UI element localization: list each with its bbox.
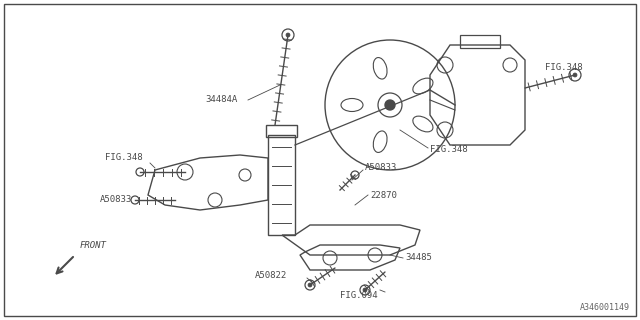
Text: A346001149: A346001149 [580,303,630,312]
Text: 34485: 34485 [405,253,432,262]
Text: FIG.348: FIG.348 [105,154,143,163]
Circle shape [385,100,395,110]
Circle shape [573,73,577,77]
Text: A50833: A50833 [365,164,397,172]
Text: FRONT: FRONT [80,241,107,250]
Text: A50822: A50822 [255,270,287,279]
Text: 34484A: 34484A [205,95,237,105]
Bar [268,135,295,235]
Text: 22870: 22870 [370,190,397,199]
Circle shape [363,288,367,292]
Text: FIG.348: FIG.348 [430,146,468,155]
Text: A50833: A50833 [100,196,132,204]
Text: FIG.348: FIG.348 [545,63,582,73]
Circle shape [286,33,290,37]
Text: FIG.094: FIG.094 [340,291,378,300]
Bar [266,125,297,137]
Circle shape [308,283,312,287]
